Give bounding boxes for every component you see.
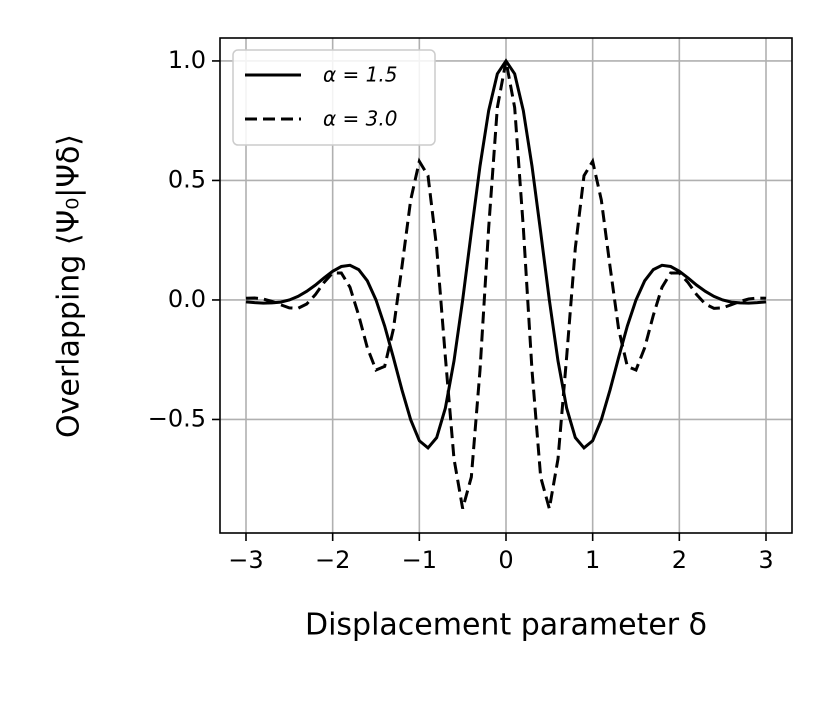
x-axis-label: Displacement parameter δ [305,608,707,643]
x-tick-label: 0 [498,546,513,574]
y-tick-label: 0.0 [168,285,206,313]
x-tick-label: 2 [672,546,687,574]
y-tick-label: 1.0 [168,46,206,74]
line-series [245,60,767,510]
x-tick-label: 3 [758,546,773,574]
legend: α = 1.5 α = 3.0 [232,49,436,146]
x-tick-label: 1 [585,546,600,574]
y-tick-label: −0.5 [148,404,206,432]
y-tick-label: 0.5 [168,165,206,193]
legend-label: α = 3.0 [323,107,397,131]
x-tick-label: −2 [315,546,350,574]
x-tick-label: −1 [402,546,437,574]
legend-label: α = 1.5 [323,63,397,87]
y-axis-label: Overlapping ⟨Ψ₀|Ψδ⟩ [52,134,87,438]
x-tick-label: −3 [228,546,263,574]
plot-frame [219,37,793,534]
